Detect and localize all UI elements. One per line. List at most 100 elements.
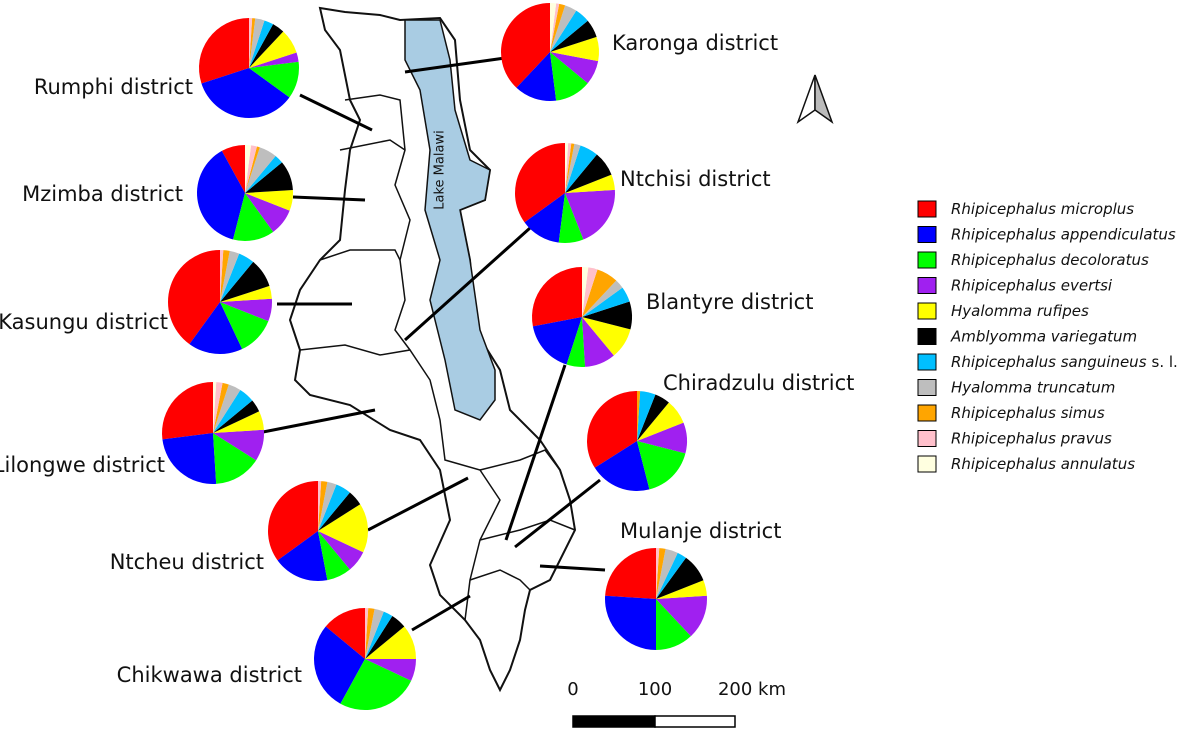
leader-line — [299, 93, 373, 132]
pie-slice — [656, 548, 678, 599]
district-label: Kasungu district — [0, 310, 168, 334]
pie-slice — [605, 595, 656, 650]
pie-slice — [582, 267, 589, 317]
pie-chart — [605, 548, 707, 650]
legend-name: Rhipicephalus evertsi — [951, 276, 1113, 294]
pie-slice — [249, 31, 297, 69]
legend-swatch — [917, 251, 937, 269]
pie-slice — [656, 548, 660, 599]
pie-slice — [220, 302, 269, 350]
legend-name: Hyalomma rufipes — [951, 302, 1089, 320]
pie-slice — [213, 411, 264, 433]
pie-slice — [565, 143, 572, 193]
pie-slice — [277, 531, 328, 582]
leader-line — [504, 364, 567, 541]
pie-slice — [213, 389, 253, 433]
legend-name: Rhipicephalus appendiculatus — [951, 225, 1176, 243]
pie-slice — [582, 267, 598, 317]
pie-slice — [550, 5, 577, 52]
pie-slice — [221, 145, 245, 193]
pie-slice — [213, 382, 223, 433]
pie-slice — [267, 481, 318, 561]
pie-slice — [637, 441, 686, 490]
pie-slice — [656, 599, 691, 650]
pie-slice — [249, 18, 265, 68]
pie-chart — [313, 608, 416, 710]
legend-swatch — [917, 328, 937, 345]
pie-slice — [582, 317, 631, 356]
legend-name: Rhipicephalus sanguineus — [951, 353, 1147, 371]
pie-slice — [565, 154, 612, 193]
pie-chart — [267, 481, 368, 582]
pie-slice — [565, 143, 581, 193]
scale-label: 100 — [638, 679, 672, 700]
legend-swatch — [917, 379, 937, 396]
legend-name: Rhipicephalus pravus — [951, 429, 1112, 447]
pie-slice — [532, 317, 582, 365]
pie-slice — [565, 189, 615, 240]
pie-slice — [162, 433, 217, 484]
pie-slice — [524, 193, 565, 243]
leader-line — [292, 195, 366, 202]
leader-line — [404, 56, 506, 74]
leader-line — [411, 594, 471, 632]
pie-slice — [582, 287, 630, 317]
pie-slice — [365, 659, 416, 681]
legend-swatch — [917, 200, 937, 218]
pie-slice — [249, 52, 299, 68]
legend-label: Rhipicephalus pravus — [951, 429, 1112, 447]
pie-slice — [565, 143, 569, 193]
legend-label: Rhipicephalus annulatus — [951, 455, 1135, 473]
legend-swatch — [917, 226, 937, 243]
district-label: Blantyre district — [646, 290, 813, 314]
leader-line — [367, 476, 469, 532]
pie-slice — [565, 145, 597, 193]
pie-chart — [514, 143, 615, 243]
scale-label: 200 km — [718, 679, 786, 700]
leader-line — [403, 226, 532, 342]
pie-slice — [594, 441, 650, 491]
pie-slice — [249, 61, 299, 98]
pie-slice — [220, 285, 272, 302]
pie-slice — [550, 3, 560, 53]
pie-slice — [531, 267, 582, 327]
district-label: Karonga district — [612, 31, 778, 55]
pie-slice — [318, 504, 368, 553]
pie-slice — [325, 608, 365, 659]
district-label: Lilongwe district — [0, 453, 165, 477]
pie-slice — [213, 382, 217, 433]
district-boundary — [339, 139, 406, 151]
pie-slice — [582, 317, 614, 367]
pie-slice — [565, 174, 615, 193]
pie-chart — [168, 250, 273, 354]
pie-slice — [550, 36, 599, 62]
pie-slice — [318, 481, 322, 531]
district-label: Ntchisi district — [620, 167, 771, 191]
pie-slice — [249, 20, 274, 68]
legend-label: Rhipicephalus sanguineus s. l. — [951, 353, 1178, 371]
district-boundary — [479, 449, 561, 471]
pie-slice — [197, 150, 245, 240]
pie-slice — [587, 391, 637, 468]
pie-slice — [318, 481, 328, 531]
pie-chart — [198, 18, 299, 118]
north-arrow — [796, 74, 834, 124]
pie-slice — [220, 253, 254, 302]
pie-slice — [550, 52, 588, 101]
pie-slice — [189, 302, 243, 354]
pie-slice — [500, 3, 550, 88]
pie-chart — [531, 267, 632, 367]
pie-slice — [245, 156, 282, 193]
district-boundary — [319, 249, 401, 261]
scale-bar: 0 100 200 km — [567, 679, 786, 728]
pie-slice — [550, 52, 599, 84]
pie-slice — [161, 382, 213, 440]
pie-slice — [318, 484, 350, 531]
legend-swatch — [917, 277, 937, 294]
lake — [404, 19, 496, 421]
legend-swatch — [917, 455, 937, 473]
pie-slice — [313, 626, 365, 704]
pie-slice — [637, 422, 687, 454]
pie-slice — [318, 492, 361, 531]
legend-name: Amblyomma variegatum — [950, 327, 1137, 345]
